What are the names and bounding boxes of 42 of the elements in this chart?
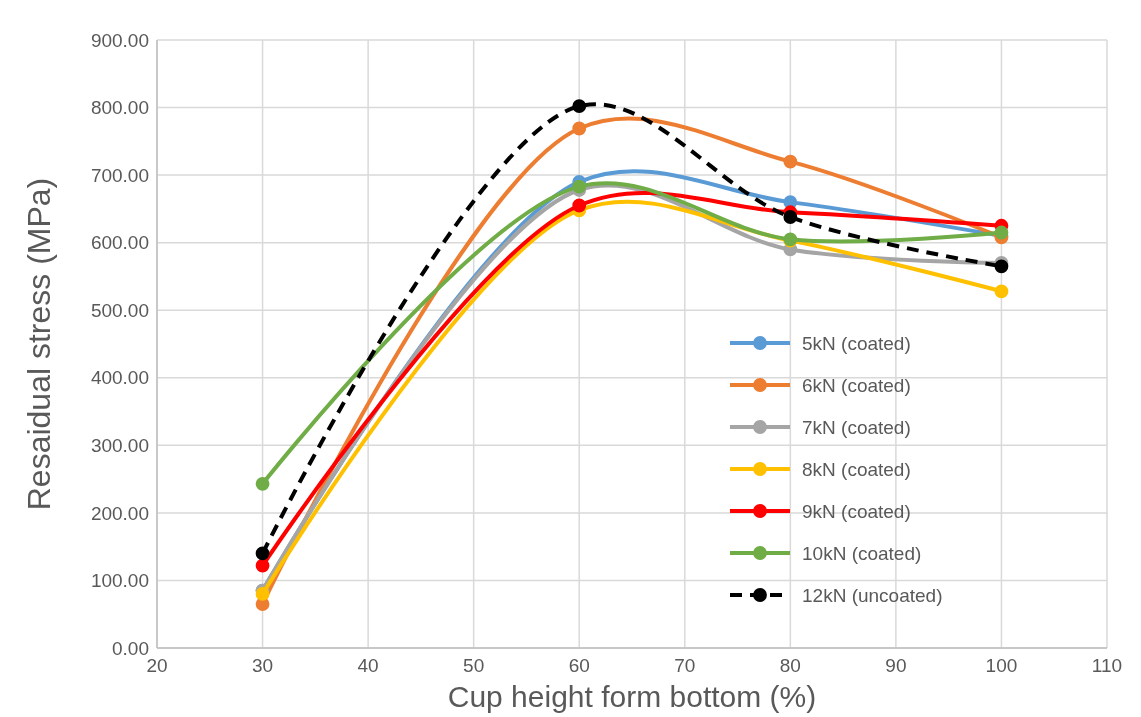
point — [994, 284, 1009, 299]
x-tick-label: 40 — [357, 655, 379, 676]
point — [783, 154, 798, 169]
x-tick-label: 60 — [568, 655, 590, 676]
point — [572, 121, 587, 136]
y-tick-label: 400.00 — [90, 367, 149, 389]
y-tick-label: 500.00 — [90, 299, 149, 321]
x-tick-label: 80 — [779, 655, 801, 676]
x-tick-label: 30 — [251, 655, 274, 676]
x-axis-title: Cup height form bottom (%) — [447, 680, 817, 713]
point — [572, 198, 587, 213]
y-tick-label: 600.00 — [90, 232, 149, 254]
x-tick-label: 100 — [985, 655, 1018, 676]
legend-label: 10kN (coated) — [802, 542, 922, 564]
legend-label: 6kN (coated) — [802, 374, 911, 396]
y-tick-label: 100.00 — [90, 570, 149, 592]
point — [255, 476, 270, 491]
y-tick-label: 700.00 — [90, 164, 149, 186]
point — [994, 259, 1009, 274]
y-tick-label: 0.00 — [112, 637, 149, 659]
x-tick-label: 50 — [463, 655, 485, 676]
x-tick-label: 90 — [885, 655, 907, 676]
legend-label: 12kN (uncoated) — [802, 584, 943, 606]
y-tick-label: 900.00 — [90, 29, 149, 51]
x-tick-label: 110 — [1091, 655, 1123, 676]
legend-label: 7kN (coated) — [802, 416, 911, 438]
y-tick-label: 200.00 — [90, 502, 149, 524]
point — [255, 546, 270, 561]
point — [994, 225, 1009, 240]
x-tick-label: 20 — [146, 655, 168, 676]
y-axis-title: Resaidual stress (MPa) — [21, 177, 57, 511]
point — [572, 179, 587, 194]
y-tick-label: 300.00 — [90, 434, 149, 456]
legend-label: 8kN (coated) — [802, 458, 911, 480]
y-tick-label: 800.00 — [90, 97, 149, 119]
point — [783, 210, 798, 224]
point — [572, 99, 587, 114]
point — [255, 587, 270, 601]
legend-label: 5kN (coated) — [802, 332, 911, 354]
legend-label: 9kN (coated) — [802, 500, 911, 522]
x-tick-label: 70 — [674, 655, 696, 676]
point — [255, 558, 270, 573]
